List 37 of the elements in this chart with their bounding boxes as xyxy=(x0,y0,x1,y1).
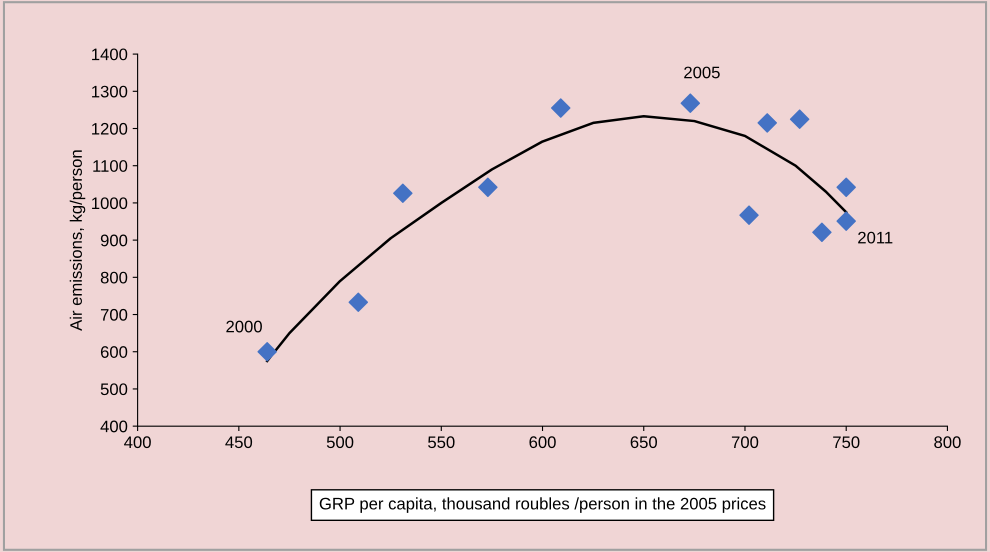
x-tick-label: 400 xyxy=(124,436,151,448)
y-tick-label: 700 xyxy=(100,308,128,321)
y-axis-title: Air emissions, kg/person xyxy=(70,150,86,331)
annotation: 2011 xyxy=(858,232,892,244)
x-tick-label: 600 xyxy=(529,436,556,448)
annotation: 2000 xyxy=(226,320,262,332)
x-tick-label: 450 xyxy=(225,436,252,448)
point xyxy=(478,178,498,198)
x-axis-title: GRP per capita, thousand roubles /person in the 2005 prices xyxy=(320,497,766,513)
y-tick-label: 1200 xyxy=(92,122,128,135)
point xyxy=(790,109,810,129)
x-tick-label: 700 xyxy=(732,436,758,448)
x-tick-label: 500 xyxy=(326,436,354,448)
point xyxy=(257,342,277,362)
y-tick-label: 1100 xyxy=(93,160,128,172)
y-tick-label: 1300 xyxy=(92,86,128,98)
x-tick-label: 800 xyxy=(934,436,961,448)
point xyxy=(836,211,856,231)
y-tick-label: 400 xyxy=(100,420,128,432)
x-tick-label: 650 xyxy=(630,436,657,448)
y-tick-label: 800 xyxy=(100,272,128,284)
y-tick-label: 600 xyxy=(100,346,128,358)
point xyxy=(757,113,777,133)
x-tick-label: 750 xyxy=(833,436,860,448)
x-tick-label: 550 xyxy=(428,436,455,448)
point xyxy=(393,183,413,203)
point xyxy=(550,98,570,118)
point xyxy=(739,205,759,225)
annotation: 2005 xyxy=(684,66,720,78)
point xyxy=(812,222,832,242)
y-tick-label: 500 xyxy=(100,383,128,396)
point xyxy=(348,292,368,312)
point xyxy=(680,93,700,113)
point xyxy=(836,178,856,198)
y-tick-label: 1400 xyxy=(92,48,128,60)
y-tick-label: 900 xyxy=(100,234,128,246)
y-tick-label: 1000 xyxy=(92,197,128,210)
